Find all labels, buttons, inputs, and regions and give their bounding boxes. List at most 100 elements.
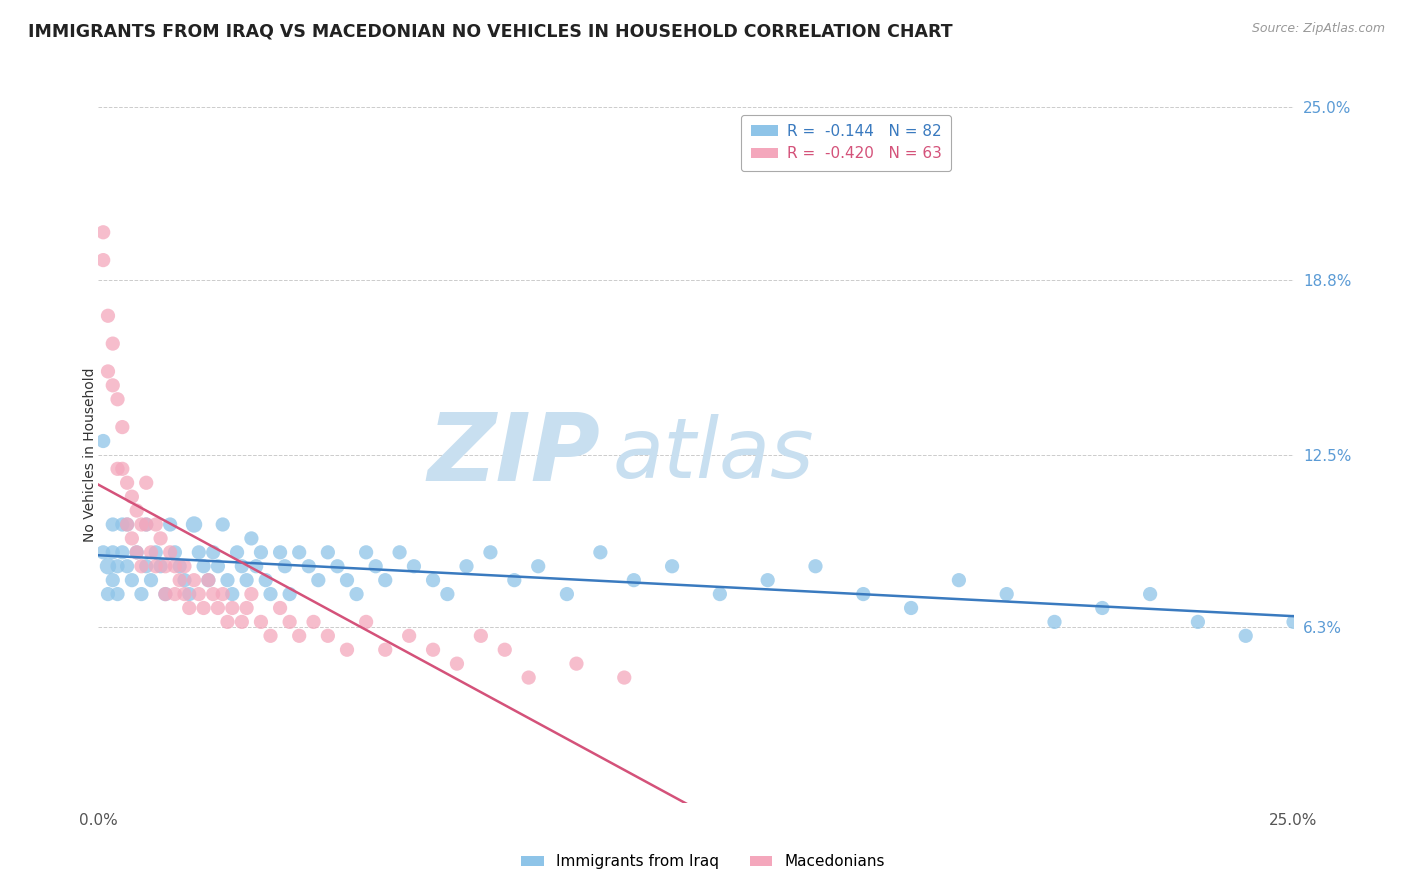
Legend: R =  -0.144   N = 82, R =  -0.420   N = 63: R = -0.144 N = 82, R = -0.420 N = 63 [741,115,952,170]
Point [193,559,215,574]
Point [221,587,243,601]
Point [187,587,209,601]
Point [139,545,162,559]
Point [91,545,114,559]
Point [111,517,134,532]
Point [250,615,273,629]
Point [202,587,225,601]
Point [288,545,311,559]
Point [1282,615,1305,629]
Point [231,615,253,629]
Point [709,587,731,601]
Point [661,559,683,574]
Point [217,573,239,587]
Point [111,420,134,434]
Point [589,545,612,559]
Point [852,587,875,601]
Text: Source: ZipAtlas.com: Source: ZipAtlas.com [1251,22,1385,36]
Point [159,517,181,532]
Point [121,490,143,504]
Point [163,587,186,601]
Point [101,517,124,532]
Point [346,587,368,601]
Point [115,559,138,574]
Point [121,532,143,546]
Point [354,615,377,629]
Point [159,545,181,559]
Point [202,545,225,559]
Point [121,573,143,587]
Point [183,517,205,532]
Point [115,475,138,490]
Point [364,559,387,574]
Point [207,601,229,615]
Point [402,559,425,574]
Point [173,587,195,601]
Point [274,559,297,574]
Point [995,587,1018,601]
Point [169,559,191,574]
Y-axis label: No Vehicles in Household: No Vehicles in Household [83,368,97,542]
Point [111,545,134,559]
Point [398,629,420,643]
Point [422,573,444,587]
Point [135,559,157,574]
Point [131,587,153,601]
Point [446,657,468,671]
Point [336,573,359,587]
Point [254,573,277,587]
Point [1187,615,1209,629]
Point [97,587,120,601]
Point [107,462,129,476]
Point [565,657,588,671]
Point [197,573,219,587]
Point [250,545,273,559]
Point [374,573,396,587]
Point [101,378,124,392]
Point [101,545,124,559]
Point [193,601,215,615]
Point [211,587,233,601]
Point [354,545,377,559]
Point [470,629,492,643]
Point [135,517,157,532]
Point [183,573,205,587]
Point [278,615,301,629]
Point [235,573,257,587]
Point [107,559,129,574]
Point [316,629,339,643]
Point [613,671,636,685]
Point [107,392,129,407]
Point [155,587,177,601]
Point [259,629,281,643]
Point [91,253,114,268]
Point [900,601,922,615]
Point [288,629,311,643]
Point [97,309,120,323]
Point [115,517,138,532]
Point [221,601,243,615]
Point [101,336,124,351]
Point [197,573,219,587]
Point [804,559,827,574]
Point [211,517,233,532]
Text: IMMIGRANTS FROM IRAQ VS MACEDONIAN NO VEHICLES IN HOUSEHOLD CORRELATION CHART: IMMIGRANTS FROM IRAQ VS MACEDONIAN NO VE… [28,22,953,40]
Point [179,587,201,601]
Point [1139,587,1161,601]
Point [527,559,550,574]
Point [155,587,177,601]
Point [111,462,134,476]
Point [278,587,301,601]
Point [235,601,257,615]
Point [187,545,209,559]
Point [623,573,645,587]
Point [179,601,201,615]
Point [555,587,578,601]
Point [163,559,186,574]
Point [436,587,458,601]
Point [145,517,167,532]
Point [173,573,195,587]
Point [269,545,291,559]
Point [336,642,359,657]
Point [240,532,263,546]
